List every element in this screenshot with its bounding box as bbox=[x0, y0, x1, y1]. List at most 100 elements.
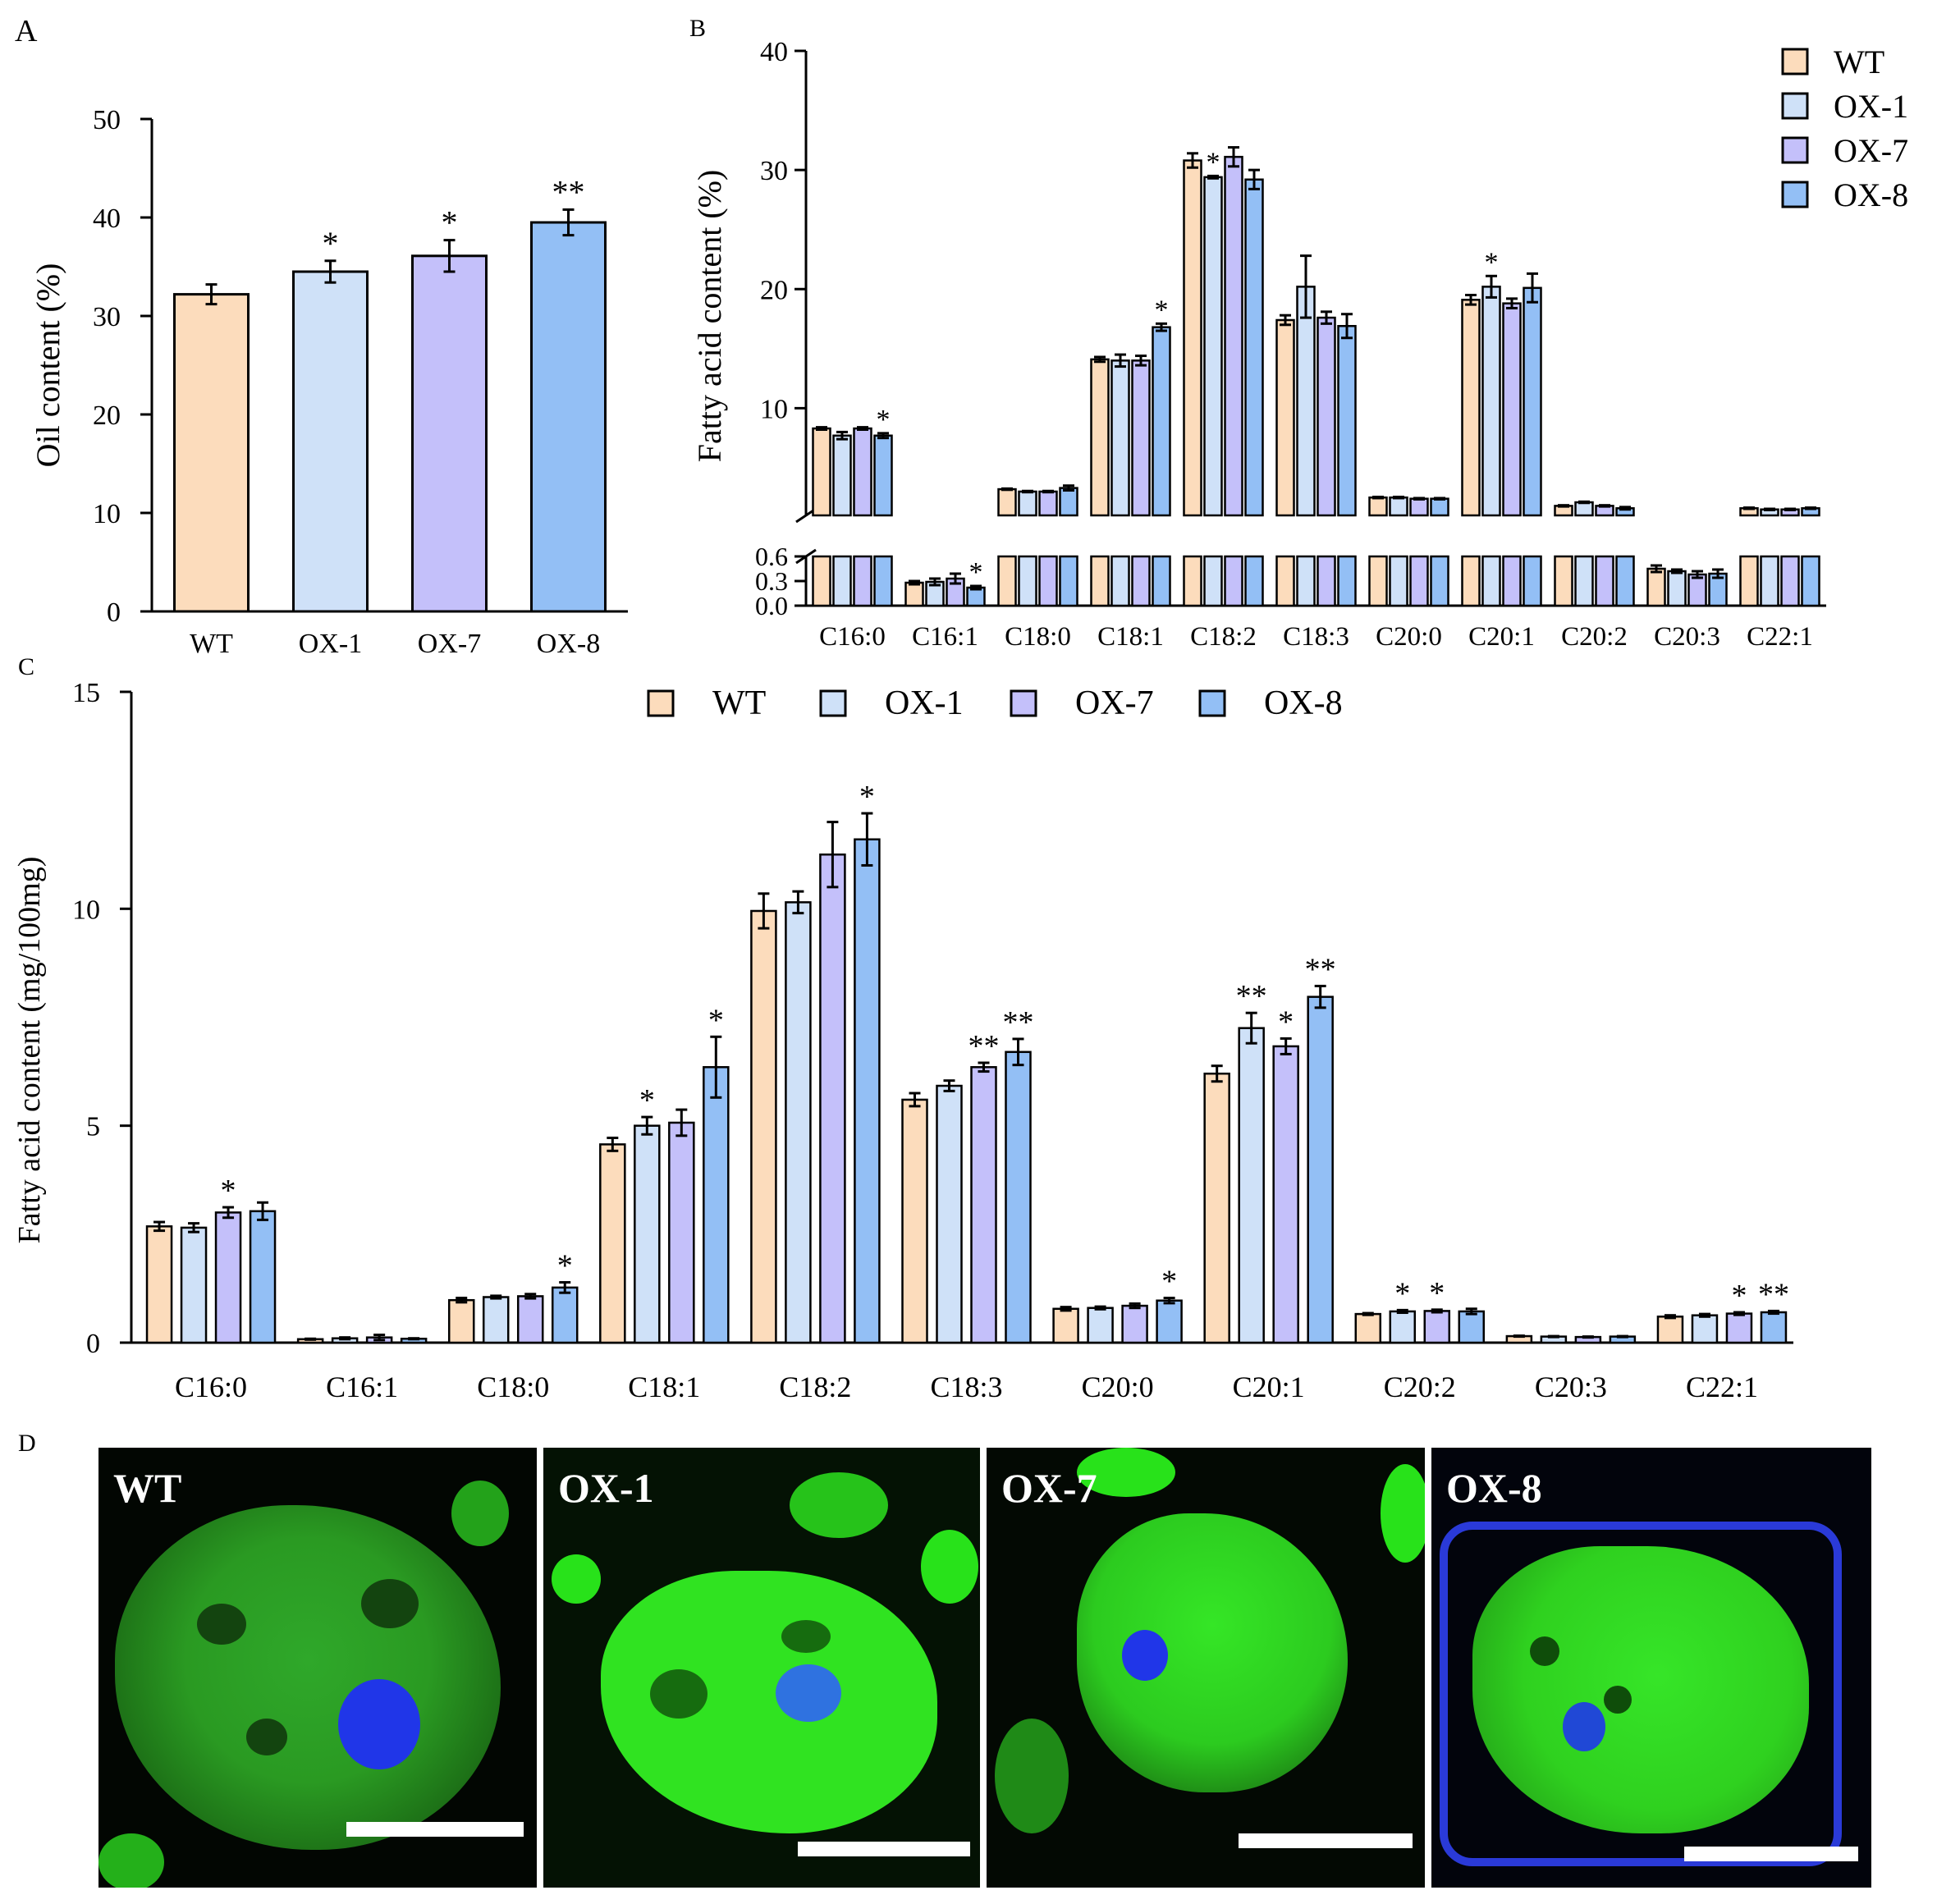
droplet bbox=[451, 1481, 509, 1546]
nucleus bbox=[1563, 1702, 1605, 1751]
bar-lower-segment bbox=[1244, 555, 1264, 607]
bar bbox=[1296, 286, 1316, 517]
chart-c-ylabel: Fatty acid content (mg/100mg) bbox=[12, 857, 47, 1244]
x-tick-label: C18:0 bbox=[1005, 622, 1071, 652]
micrograph-ox-8: OX-8 bbox=[1431, 1448, 1871, 1888]
chart-c-legend: WT OX-1 OX-7 OX-8 bbox=[647, 684, 1343, 722]
x-tick-label: C20:2 bbox=[1561, 622, 1628, 652]
nucleus bbox=[338, 1679, 420, 1769]
bar bbox=[997, 487, 1017, 517]
bar bbox=[214, 1211, 242, 1344]
x-tick-label: C18:1 bbox=[628, 1371, 700, 1403]
x-tick-label: C16:0 bbox=[175, 1371, 247, 1403]
bar bbox=[1502, 302, 1522, 517]
cell-body bbox=[1077, 1513, 1348, 1792]
bar-lower-segment bbox=[812, 555, 831, 607]
bar bbox=[447, 1298, 475, 1344]
cell-body bbox=[1472, 1546, 1809, 1833]
bar-lower-segment bbox=[1275, 555, 1295, 607]
y-tick-label: 15 bbox=[72, 678, 100, 708]
bar-lower-segment bbox=[1461, 555, 1481, 607]
y-tick-label: 20 bbox=[760, 275, 788, 305]
bar-lower-segment bbox=[1615, 555, 1635, 607]
x-tick-label: C20:3 bbox=[1535, 1371, 1607, 1403]
chart-a-ylabel: Oil content (%) bbox=[30, 263, 66, 468]
significance-label: ** bbox=[968, 1029, 1000, 1064]
legend-label: OX-7 bbox=[1075, 684, 1154, 722]
bar bbox=[1052, 1307, 1079, 1344]
x-tick-label: C20:1 bbox=[1468, 622, 1535, 652]
bar bbox=[1203, 176, 1223, 517]
droplet bbox=[995, 1719, 1069, 1833]
bar bbox=[819, 854, 846, 1344]
bar-lower-segment bbox=[853, 555, 872, 607]
legend-swatch bbox=[1198, 689, 1226, 717]
x-tick-label: C20:3 bbox=[1654, 622, 1720, 652]
droplet bbox=[790, 1472, 888, 1538]
legend-label: OX-8 bbox=[1264, 684, 1343, 722]
bar bbox=[1059, 487, 1078, 517]
bar-lower-segment bbox=[1409, 555, 1429, 607]
y-tick-label: 40 bbox=[93, 204, 121, 234]
bar bbox=[1307, 995, 1334, 1344]
legend-label: WT bbox=[712, 684, 766, 722]
micrograph-label: OX-1 bbox=[558, 1465, 654, 1511]
y-tick-label: 10 bbox=[93, 499, 121, 529]
bar bbox=[180, 1226, 208, 1344]
x-tick-label: C20:0 bbox=[1082, 1371, 1154, 1403]
bar-lower-segment bbox=[1502, 555, 1522, 607]
significance-label: * bbox=[1278, 1005, 1294, 1039]
droplet bbox=[552, 1554, 601, 1604]
significance-label: * bbox=[1155, 295, 1169, 325]
nucleus bbox=[776, 1664, 841, 1722]
bar-lower-segment bbox=[1801, 555, 1820, 607]
significance-label: * bbox=[877, 405, 891, 435]
significance-label: ** bbox=[1236, 979, 1267, 1014]
y-tick-label: 50 bbox=[93, 105, 121, 135]
bar bbox=[249, 1210, 277, 1344]
bar bbox=[1691, 1314, 1719, 1344]
bar-lower-segment bbox=[1203, 555, 1223, 607]
x-tick-label: C18:3 bbox=[1283, 622, 1349, 652]
bar bbox=[812, 427, 831, 517]
significance-label: * bbox=[1731, 1279, 1747, 1313]
chart-b-ylabel: Fatty acid content (%) bbox=[691, 170, 728, 463]
bar bbox=[1038, 490, 1058, 517]
significance-label: ** bbox=[1003, 1005, 1034, 1040]
bar bbox=[1687, 573, 1707, 607]
bar bbox=[516, 1295, 544, 1344]
significance-label: * bbox=[221, 1174, 236, 1208]
bar bbox=[1005, 1050, 1032, 1344]
x-tick-label: WT bbox=[190, 629, 233, 659]
bar-lower-segment bbox=[1152, 555, 1171, 607]
chart-b: 10 20 30 40 0.00.30.6 * C16:0 * C16:1 C18:0 * C18:1… bbox=[755, 37, 1826, 652]
x-tick-label: C16:1 bbox=[912, 622, 978, 652]
x-tick-label: C18:2 bbox=[779, 1371, 851, 1403]
bar bbox=[292, 270, 369, 613]
y-tick-label: 5 bbox=[86, 1112, 100, 1142]
scale-bar bbox=[346, 1822, 524, 1837]
bar-lower-segment bbox=[1574, 555, 1594, 607]
y-tick-label: 10 bbox=[760, 394, 788, 424]
y-tick-label: 20 bbox=[93, 400, 121, 431]
bar bbox=[1461, 299, 1481, 517]
x-tick-label: C20:1 bbox=[1233, 1371, 1305, 1403]
bar bbox=[145, 1225, 173, 1344]
scale-bar bbox=[1239, 1833, 1413, 1848]
bar-lower-segment bbox=[1317, 555, 1336, 607]
bar-lower-segment bbox=[1110, 555, 1130, 607]
chart-b-legend: WT OX-1 OX-7 OX-8 bbox=[1781, 43, 1908, 213]
bar bbox=[785, 901, 812, 1344]
legend-label: OX-8 bbox=[1834, 176, 1908, 213]
bar-lower-segment bbox=[1481, 555, 1501, 607]
bar-lower-segment bbox=[1090, 555, 1110, 607]
bar bbox=[1183, 159, 1202, 517]
bar bbox=[1656, 1316, 1684, 1344]
x-tick-label: C18:3 bbox=[930, 1371, 1002, 1403]
bar bbox=[1481, 286, 1501, 517]
micrograph-ox-7: OX-7 bbox=[987, 1448, 1425, 1888]
bar bbox=[936, 1084, 963, 1344]
bar bbox=[970, 1066, 997, 1344]
bar-lower-segment bbox=[1739, 555, 1759, 607]
legend-label: OX-1 bbox=[1834, 88, 1908, 125]
